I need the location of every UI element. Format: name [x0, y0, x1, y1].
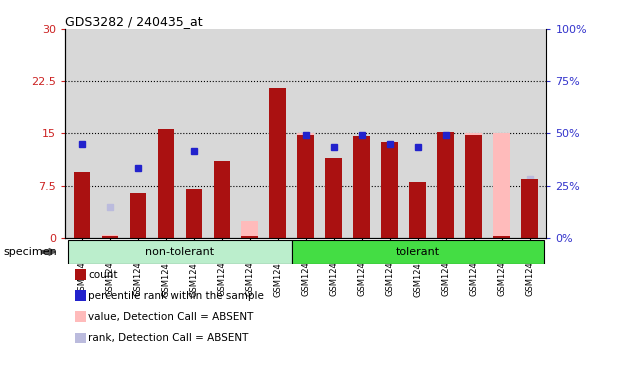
- Text: value, Detection Call = ABSENT: value, Detection Call = ABSENT: [88, 312, 253, 322]
- Bar: [297, 133, 314, 238]
- Text: GDS3282 / 240435_at: GDS3282 / 240435_at: [65, 15, 203, 28]
- Bar: [465, 133, 482, 238]
- Bar: [242, 221, 258, 238]
- Text: non-tolerant: non-tolerant: [145, 247, 214, 257]
- Bar: [68, 240, 292, 264]
- Bar: [465, 135, 482, 238]
- Text: specimen: specimen: [3, 247, 57, 257]
- Text: count: count: [88, 270, 118, 280]
- Bar: [521, 179, 538, 238]
- Bar: [381, 142, 398, 238]
- Bar: [325, 158, 342, 238]
- Bar: [493, 236, 510, 238]
- Bar: [242, 236, 258, 238]
- Bar: [270, 88, 286, 238]
- Bar: [353, 136, 370, 238]
- Text: percentile rank within the sample: percentile rank within the sample: [88, 291, 264, 301]
- Bar: [130, 193, 147, 238]
- Text: tolerant: tolerant: [396, 247, 440, 257]
- Bar: [158, 129, 175, 238]
- Bar: [214, 161, 230, 238]
- Bar: [297, 135, 314, 238]
- Bar: [102, 236, 119, 238]
- Bar: [521, 179, 538, 238]
- Bar: [292, 240, 543, 264]
- Bar: [409, 182, 426, 238]
- Bar: [437, 132, 454, 238]
- Text: rank, Detection Call = ABSENT: rank, Detection Call = ABSENT: [88, 333, 248, 343]
- Bar: [102, 235, 119, 238]
- Bar: [493, 133, 510, 238]
- Bar: [74, 172, 91, 238]
- Bar: [186, 189, 202, 238]
- Bar: [437, 133, 454, 238]
- Bar: [270, 133, 286, 238]
